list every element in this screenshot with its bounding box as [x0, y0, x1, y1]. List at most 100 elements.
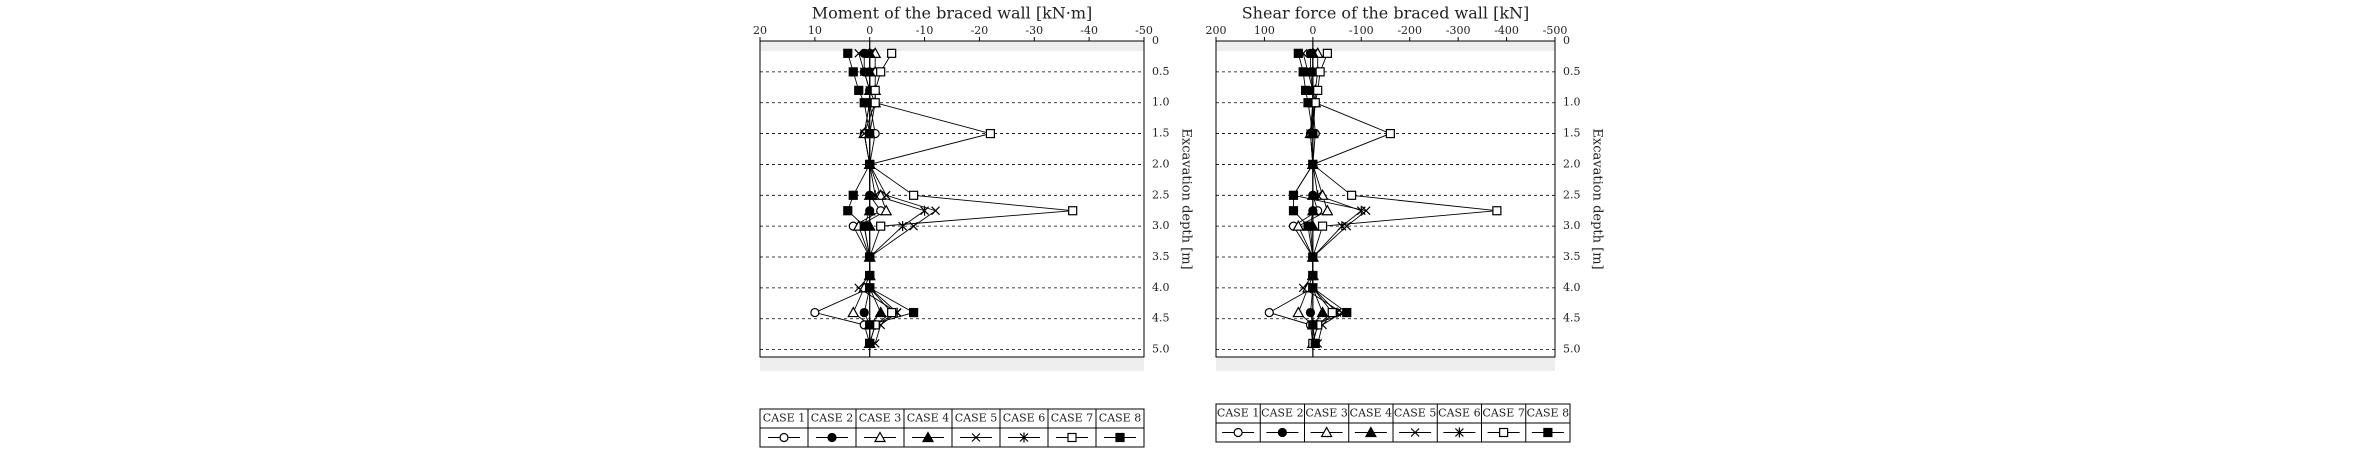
marker — [848, 190, 858, 200]
marker — [847, 306, 860, 318]
marker — [1300, 85, 1311, 95]
y-axis-label: Excavation depth [m] — [1590, 128, 1605, 269]
marker — [863, 189, 876, 200]
marker — [827, 432, 837, 443]
marker — [1321, 204, 1334, 216]
x-tick-label: 200 — [1206, 24, 1227, 37]
marker — [881, 190, 891, 200]
marker — [920, 205, 929, 216]
x-tick-label: 100 — [1254, 24, 1275, 37]
marker — [854, 283, 864, 293]
marker — [865, 159, 875, 170]
marker — [854, 48, 864, 58]
x-tick-label: 10 — [808, 24, 822, 37]
legend-label: CASE 8 — [1527, 407, 1569, 420]
marker — [854, 85, 864, 95]
marker — [848, 67, 858, 77]
marker — [870, 85, 880, 95]
marker — [908, 307, 919, 318]
x-tick-label: 20 — [753, 24, 767, 37]
marker — [1320, 426, 1333, 438]
marker — [931, 206, 940, 216]
marker — [1277, 427, 1287, 438]
y-tick-label: 3.0 — [1563, 219, 1581, 232]
marker — [865, 320, 875, 330]
marker — [985, 128, 996, 139]
marker — [865, 48, 875, 59]
x-tick-label: -300 — [1446, 24, 1471, 37]
marker — [1288, 206, 1299, 216]
y-tick-label: 5.0 — [1563, 343, 1581, 356]
marker — [1313, 85, 1323, 95]
marker — [1492, 206, 1502, 216]
marker — [1019, 432, 1029, 443]
marker — [1303, 221, 1313, 231]
marker — [779, 432, 789, 443]
marker — [1306, 204, 1319, 216]
y-tick-label: 1.5 — [1152, 127, 1170, 140]
marker — [1293, 48, 1303, 58]
marker — [1346, 190, 1357, 200]
marker — [1292, 306, 1305, 318]
marker — [1385, 128, 1395, 139]
legend-label: CASE 2 — [811, 412, 853, 425]
marker — [1337, 221, 1347, 232]
marker — [873, 431, 887, 443]
x-tick-label: -200 — [1397, 24, 1422, 37]
marker — [1454, 427, 1464, 438]
legend-label: CASE 5 — [955, 412, 997, 425]
marker — [859, 307, 869, 318]
marker — [1298, 283, 1308, 293]
marker — [1308, 159, 1318, 170]
x-tick-label: -500 — [1543, 24, 1568, 37]
x-tick-label: -50 — [1135, 24, 1153, 37]
y-tick-label: 2.0 — [1563, 157, 1581, 170]
marker — [1410, 428, 1420, 437]
marker — [870, 98, 880, 108]
marker — [880, 204, 893, 216]
marker — [876, 67, 886, 77]
legend-label: CASE 7 — [1051, 412, 1093, 425]
legend-label: CASE 6 — [1003, 412, 1045, 425]
marker — [874, 306, 887, 318]
chart-title: Shear force of the braced wall [kN] — [1242, 4, 1530, 23]
x-tick-label: -400 — [1494, 24, 1519, 37]
marker — [1364, 426, 1377, 438]
x-tick-label: 0 — [866, 24, 873, 37]
marker — [863, 204, 876, 216]
marker — [1356, 205, 1366, 216]
marker — [843, 48, 853, 58]
y-tick-label: 0.5 — [1152, 65, 1170, 78]
marker — [1327, 307, 1337, 318]
chart-title: Moment of the braced wall [kN·m] — [812, 4, 1093, 23]
y-tick-label: 0 — [1152, 34, 1159, 47]
ground-base — [760, 357, 1144, 371]
marker — [1067, 432, 1077, 443]
marker — [921, 431, 935, 443]
marker — [1308, 48, 1318, 59]
marker — [1313, 190, 1323, 201]
marker — [1322, 48, 1332, 58]
x-tick-label: -30 — [1025, 24, 1043, 37]
legend-label: CASE 1 — [1217, 407, 1259, 420]
legend-label: CASE 3 — [1305, 407, 1347, 420]
marker — [908, 190, 919, 200]
marker — [898, 221, 908, 232]
x-tick-label: -10 — [916, 24, 934, 37]
legend-label: CASE 2 — [1261, 407, 1303, 420]
marker — [1305, 307, 1316, 318]
marker — [909, 221, 919, 231]
marker — [865, 338, 875, 349]
y-axis-label: Excavation depth [m] — [1179, 128, 1194, 269]
marker — [1316, 306, 1329, 318]
marker — [1308, 128, 1318, 139]
y-tick-label: 2.5 — [1563, 188, 1581, 201]
marker — [865, 283, 875, 293]
marker — [876, 221, 886, 231]
marker — [1288, 190, 1299, 200]
y-tick-label: 0 — [1563, 34, 1570, 47]
y-tick-label: 3.0 — [1152, 219, 1170, 232]
y-tick-label: 1.0 — [1152, 96, 1170, 109]
legend-label: CASE 4 — [907, 412, 949, 425]
